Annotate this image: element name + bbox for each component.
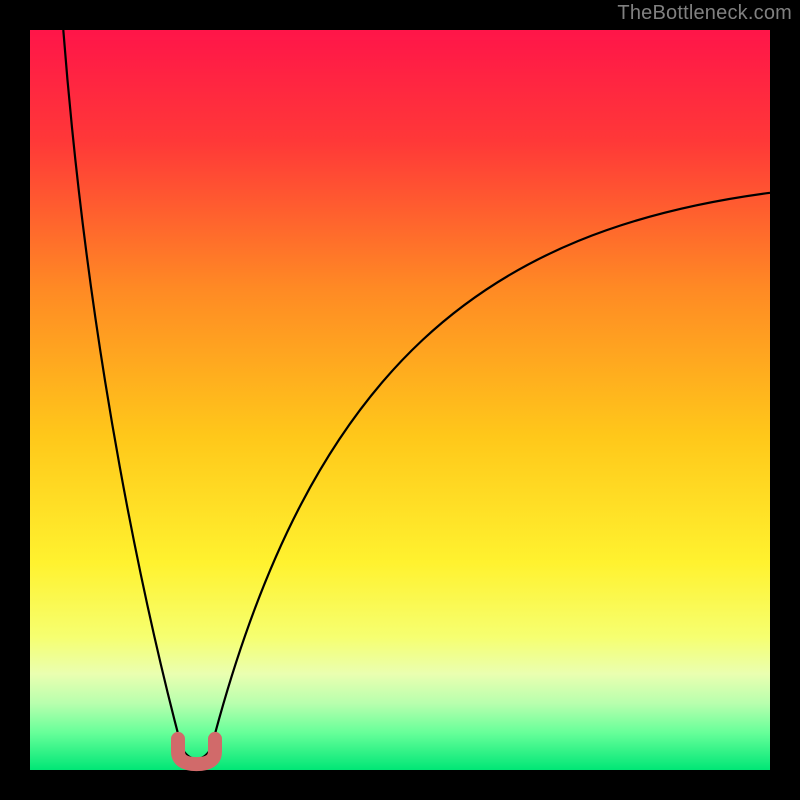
bottleneck-curve-chart: [0, 0, 800, 800]
chart-plot-area: [30, 30, 770, 770]
watermark-text: TheBottleneck.com: [617, 2, 792, 25]
chart-container: TheBottleneck.com: [0, 0, 800, 800]
